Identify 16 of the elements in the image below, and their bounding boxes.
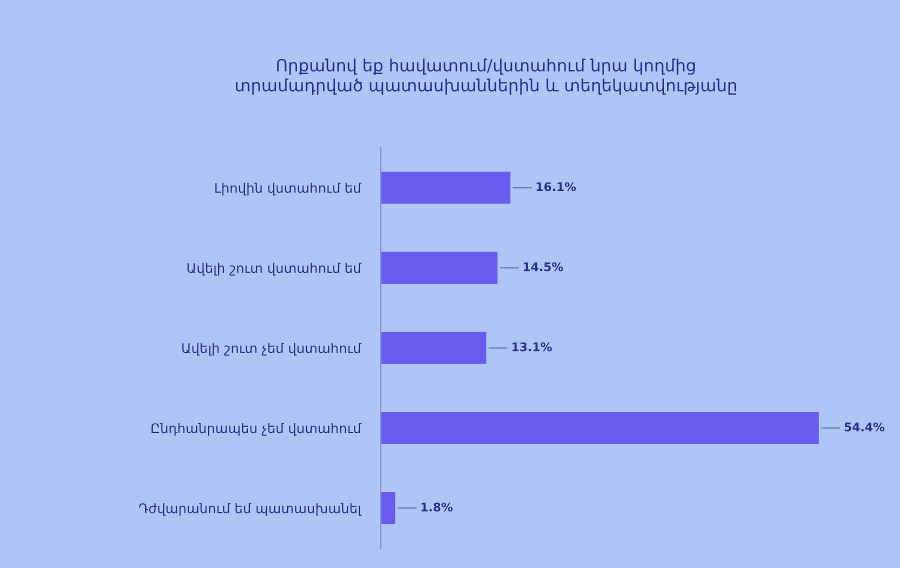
y-tick-label: Դժվարանում եմ պատասխանել (139, 503, 362, 516)
bar (380, 172, 510, 204)
chart-title: Որքանով եք հավատում/վստահում նրա կողմից տրամադրված պատասխաններին և տեղեկատվությանը (236, 58, 736, 95)
data-label: 13.1% (512, 342, 552, 352)
data-label: 1.8% (422, 502, 453, 512)
bar (380, 252, 498, 284)
bar (380, 492, 396, 524)
data-label: 14.5% (524, 262, 564, 272)
y-tick-label: Ավելի շուտ վստահում եմ (188, 262, 362, 276)
bar (380, 332, 486, 364)
data-label: 16.1% (536, 182, 576, 192)
bar (380, 412, 819, 444)
y-tick-label: Ընդհանրապես չեմ վստահում (152, 422, 362, 436)
y-tick-label: Ավելի շուտ չեմ վստահում (182, 342, 362, 356)
y-tick-label: Լիովին վստահում եմ (215, 182, 362, 196)
data-label: 54.4% (844, 422, 884, 432)
